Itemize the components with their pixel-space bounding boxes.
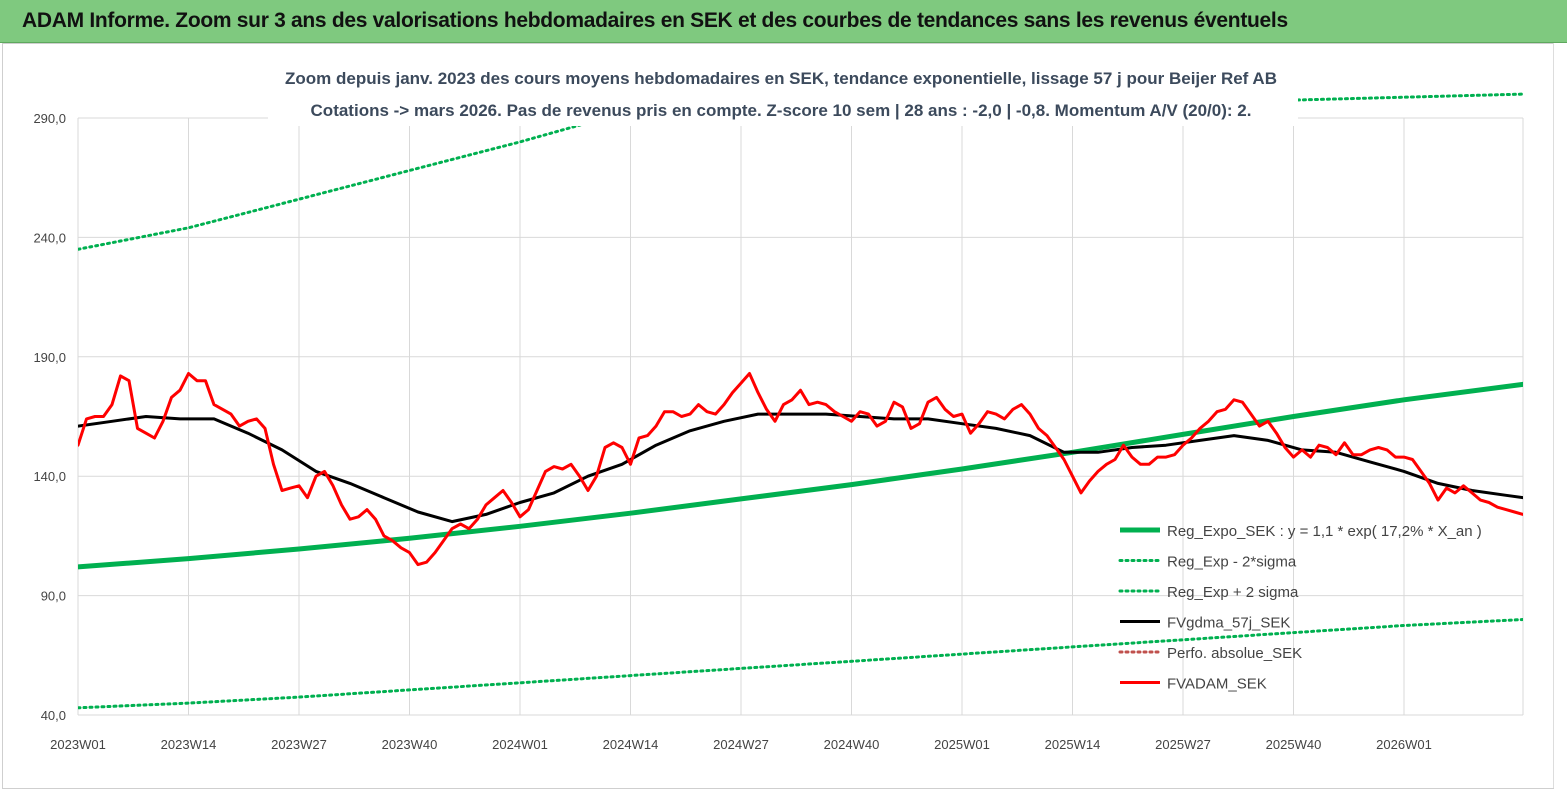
chart-title-line-2: Cotations -> mars 2026. Pas de revenus p… bbox=[311, 101, 1252, 120]
series-fvgdma-57j-sek bbox=[78, 412, 1523, 524]
series-fvadam-sek bbox=[78, 372, 1523, 567]
legend-label: Reg_Exp - 2*sigma bbox=[1167, 554, 1297, 571]
y-tick-label: 90,0 bbox=[41, 589, 66, 604]
x-tick-label: 2024W14 bbox=[603, 737, 659, 752]
legend: Reg_Expo_SEK : y = 1,1 * exp( 17,2% * X_… bbox=[1118, 523, 1482, 693]
report-title: ADAM Informe. Zoom sur 3 ans des valoris… bbox=[22, 9, 1288, 32]
y-axis-labels: 40,0 90,0 140,0 190,0 240,0 290,0 bbox=[33, 111, 66, 723]
x-tick-label: 2024W40 bbox=[824, 737, 880, 752]
y-tick-label: 40,0 bbox=[41, 708, 66, 723]
legend-label: FVADAM_SEK bbox=[1167, 676, 1267, 693]
y-tick-label: 290,0 bbox=[33, 111, 66, 126]
x-tick-label: 2024W01 bbox=[492, 737, 548, 752]
x-tick-label: 2025W01 bbox=[934, 737, 990, 752]
series-lines bbox=[78, 92, 1523, 710]
x-tick-label: 2026W01 bbox=[1376, 737, 1432, 752]
x-axis-labels: 2023W01 2023W14 2023W27 2023W40 2024W01 2024W… bbox=[50, 737, 1432, 752]
y-tick-label: 140,0 bbox=[33, 469, 66, 484]
legend-label: FVgdma_57j_SEK bbox=[1167, 615, 1290, 632]
x-tick-label: 2024W27 bbox=[713, 737, 769, 752]
window-edge bbox=[1553, 43, 1567, 788]
y-tick-label: 190,0 bbox=[33, 350, 66, 365]
y-tick-label: 240,0 bbox=[33, 230, 66, 245]
x-tick-label: 2025W27 bbox=[1155, 737, 1211, 752]
series-reg-expo-sek-y-1-1-exp-17-2-x-an bbox=[78, 381, 1523, 570]
x-tick-label: 2025W14 bbox=[1045, 737, 1101, 752]
x-tick-label: 2023W40 bbox=[382, 737, 438, 752]
series-reg-exp-2-sigma bbox=[78, 618, 1523, 710]
chart-title: Zoom depuis janv. 2023 des cours moyens … bbox=[268, 58, 1298, 126]
x-tick-label: 2023W27 bbox=[271, 737, 327, 752]
chart-title-line-1: Zoom depuis janv. 2023 des cours moyens … bbox=[285, 69, 1277, 88]
x-tick-label: 2023W01 bbox=[50, 737, 106, 752]
report-banner: ADAM Informe. Zoom sur 3 ans des valoris… bbox=[0, 0, 1567, 43]
legend-label: Reg_Expo_SEK : y = 1,1 * exp( 17,2% * X_… bbox=[1167, 523, 1482, 540]
x-tick-label: 2025W40 bbox=[1266, 737, 1322, 752]
legend-label: Perfo. absolue_SEK bbox=[1167, 645, 1302, 662]
legend-label: Reg_Exp + 2 sigma bbox=[1167, 584, 1299, 601]
x-tick-label: 2023W14 bbox=[161, 737, 217, 752]
chart-title-background bbox=[268, 58, 1298, 126]
